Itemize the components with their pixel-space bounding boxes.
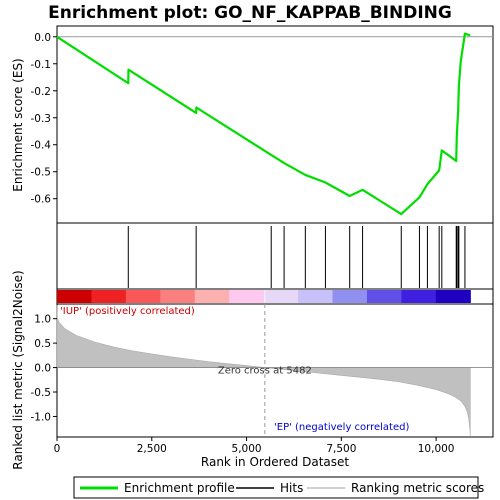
x-tick-label: 0 [54,443,61,455]
legend: Enrichment profile Hits Ranking metric s… [73,476,484,499]
x-tick-label: 10,000 [418,443,455,455]
metric-y-tick-label: 1.0 [34,314,51,326]
x-tick-label: 5,000 [232,443,262,455]
heat-bar-segment [160,290,196,303]
metric-y-tick-label: 0.0 [34,363,51,375]
heat-bar-segment [57,290,93,303]
es-y-tick-label: 0.0 [34,32,51,44]
metric-y-tick-label: -1.0 [31,411,52,423]
metric-y-tick-label: 0.5 [34,338,51,350]
ranked-list-heat-bar [57,290,471,303]
heat-bar-segment [91,290,127,303]
heat-bar-segment [263,290,299,303]
es-y-tick-label: -0.6 [31,194,52,206]
es-y-tick-label: -0.2 [31,86,52,98]
heat-bar-segment [401,290,437,303]
es-y-tick-label: -0.5 [31,167,52,179]
x-axis-label: Rank in Ordered Dataset [201,455,349,469]
enrichment-profile-series [56,32,471,216]
es-y-tick-label: -0.4 [31,140,52,152]
metric-y-axis-label: Ranked list metric (Signal2Noise) [11,270,25,469]
x-tick-label: 2,500 [137,443,167,455]
negative-correlation-label: 'EP' (negatively correlated) [274,422,409,433]
metric-y-axis-ticks: 1.0 0.5 0.0 -0.5 -1.0 [31,314,57,423]
hit-markers [127,226,466,288]
legend-metric-label: Ranking metric scores [351,481,484,495]
es-y-tick-label: -0.3 [31,113,52,125]
x-tick-label: 7,500 [326,443,356,455]
positive-correlation-label: 'IUP' (positively correlated) [60,306,195,317]
legend-box [73,476,479,499]
heat-bar-segment [229,290,265,303]
ranking-metric-area [56,304,471,437]
zero-cross-label: Zero cross at 5482 [218,366,312,377]
metric-x-axis-ticks: 0 2,500 5,000 7,500 10,000 [54,437,455,455]
es-panel-frame [56,25,494,224]
chart-title: Enrichment plot: GO_NF_KAPPAB_BINDING [48,3,452,23]
es-y-axis-ticks: 0.0 -0.1 -0.2 -0.3 -0.4 -0.5 -0.6 [31,32,57,206]
legend-enrichment-label: Enrichment profile [124,481,235,495]
metric-y-tick-label: -0.5 [31,387,52,399]
legend-hits-label: Hits [280,481,303,495]
heat-bar-segment [366,290,402,303]
heat-bar-segment [435,290,471,303]
heat-bar-segment [298,290,334,303]
heat-bar-segment [125,290,161,303]
enrichment-profile-line [56,32,471,216]
heat-bar-segment [194,290,230,303]
ranking-metric-series [56,304,493,437]
es-y-axis-label: Enrichment score (ES) [11,58,25,191]
heat-bar-segment [332,290,368,303]
metric-panel-frame [56,303,494,438]
es-y-tick-label: -0.1 [31,59,52,71]
